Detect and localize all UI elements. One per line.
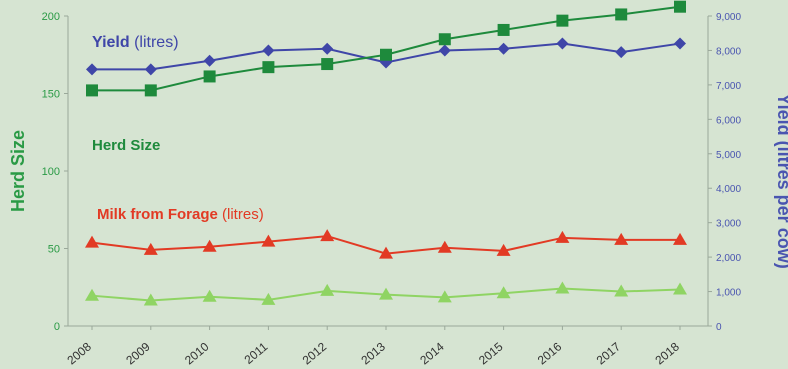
herd-size-series-point bbox=[615, 8, 628, 21]
lower-green-series-point bbox=[85, 288, 99, 301]
right-tick-label: 8,000 bbox=[716, 46, 741, 57]
herd-size-series-point bbox=[556, 14, 569, 27]
milk-from-forage-series-point bbox=[320, 229, 335, 242]
herd-size-series-point bbox=[144, 84, 157, 97]
lower-green-series-point bbox=[202, 289, 217, 302]
herd-size-label: Herd Size bbox=[92, 137, 160, 154]
yield-series-point bbox=[203, 54, 216, 67]
right-tick-label: 4,000 bbox=[716, 184, 741, 195]
yield-series-point bbox=[674, 37, 686, 50]
yield-label-main: Yield bbox=[92, 34, 130, 51]
yield-series-point bbox=[556, 37, 569, 50]
lower-green-series-point bbox=[143, 293, 158, 306]
right-tick-label: 3,000 bbox=[716, 219, 741, 230]
herd-size-series-point bbox=[203, 70, 216, 83]
left-tick-label: 50 bbox=[48, 244, 60, 256]
right-tick-label: 2,000 bbox=[716, 253, 741, 264]
left-axis-title: Herd Size bbox=[8, 130, 28, 212]
lower-green-series-point bbox=[379, 287, 393, 300]
right-axis-title: Yield (litres per cow) bbox=[774, 93, 788, 268]
yield-series-point bbox=[86, 63, 98, 76]
yield-series-point bbox=[497, 42, 510, 55]
milk-from-forage-label-main: Milk from Forage bbox=[97, 206, 218, 223]
herd-size-series-point bbox=[497, 23, 510, 36]
right-tick-label: 9,000 bbox=[716, 12, 741, 23]
lower-green-series-point bbox=[320, 283, 335, 296]
milk-from-forage-series-point bbox=[202, 239, 217, 252]
yield-series-point bbox=[144, 63, 157, 76]
herd-size-series-point bbox=[321, 58, 334, 71]
milk-from-forage-series-point bbox=[379, 246, 393, 259]
herd-size-series-point bbox=[86, 84, 98, 97]
milk-from-forage-series-point bbox=[143, 242, 158, 255]
milk-from-forage-series-point bbox=[673, 232, 687, 245]
lower-green-series-point bbox=[437, 290, 452, 303]
left-tick-label: 200 bbox=[42, 11, 60, 23]
right-tick-label: 7,000 bbox=[716, 81, 741, 92]
yield-series-point bbox=[438, 44, 451, 57]
right-tick-label: 0 bbox=[716, 322, 722, 333]
lower-green-series-point bbox=[261, 292, 276, 305]
milk-from-forage-series-point bbox=[261, 234, 276, 247]
lower-green-series-point bbox=[496, 286, 511, 299]
herd-size-series-point bbox=[674, 0, 686, 13]
series-layer bbox=[85, 0, 687, 306]
label-layer: Yield (litres) Herd Size Milk from Forage … bbox=[92, 34, 264, 223]
right-tick-label: 5,000 bbox=[716, 150, 741, 161]
left-tick-label: 150 bbox=[42, 89, 60, 101]
yield-series-point bbox=[615, 46, 628, 59]
yield-label-suffix: (litres) bbox=[130, 34, 179, 51]
milk-from-forage-series-point bbox=[614, 232, 629, 245]
milk-from-forage-series-point bbox=[555, 230, 570, 243]
yield-label: Yield (litres) bbox=[92, 34, 179, 51]
lower-green-series-point bbox=[555, 281, 570, 294]
milk-from-forage-label-suffix: (litres) bbox=[218, 206, 264, 223]
herd-size-series-point bbox=[438, 33, 451, 46]
lower-green-series-point bbox=[673, 282, 687, 295]
left-tick-label: 0 bbox=[54, 321, 60, 333]
lower-green-series-point bbox=[614, 284, 629, 297]
yield-series-point bbox=[321, 42, 334, 55]
milk-from-forage-label: Milk from Forage (litres) bbox=[97, 206, 264, 223]
yield-series-point bbox=[262, 44, 275, 57]
milk-from-forage-series-point bbox=[496, 243, 511, 256]
right-tick-label: 6,000 bbox=[716, 115, 741, 126]
right-tick-label: 1,000 bbox=[716, 288, 741, 299]
herd-size-series-point bbox=[262, 61, 275, 74]
herd-size-series-point bbox=[380, 48, 392, 61]
left-tick-label: 100 bbox=[42, 166, 60, 178]
milk-from-forage-series-point bbox=[85, 235, 99, 248]
milk-from-forage-series-point bbox=[437, 240, 452, 253]
herd-size-label-main: Herd Size bbox=[92, 137, 160, 154]
